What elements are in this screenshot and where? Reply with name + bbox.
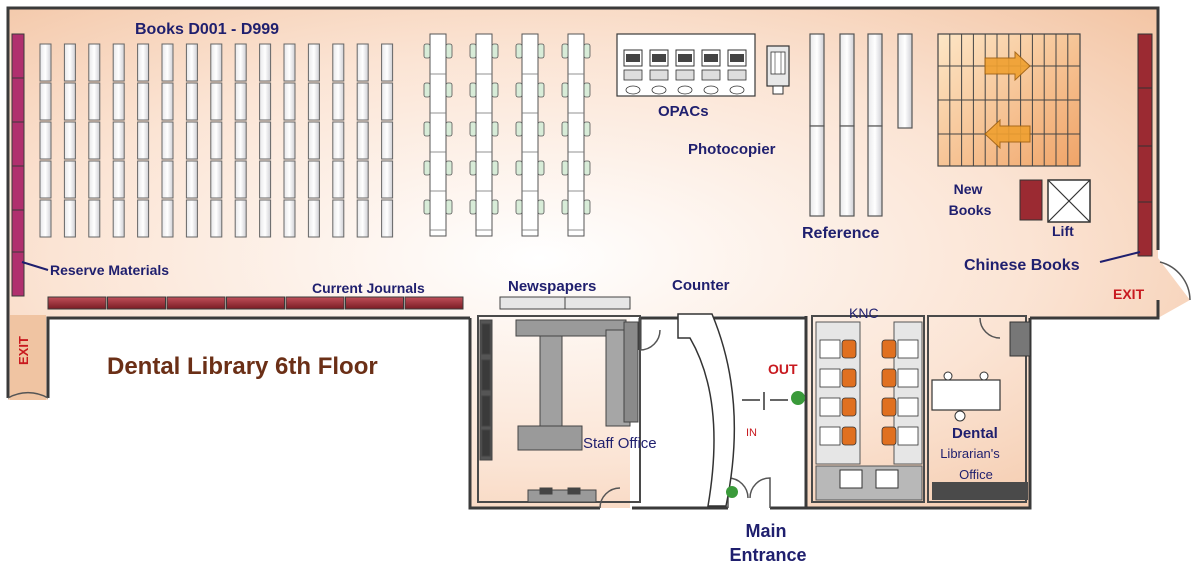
lift: [1047, 179, 1091, 223]
book-shelf-column: [63, 43, 76, 238]
study-tables: [423, 33, 591, 237]
study-table: [423, 33, 453, 237]
exit-label-left: EXIT: [16, 336, 31, 365]
chinese-books-pointer: [1099, 251, 1141, 263]
book-shelf-column: [137, 43, 150, 238]
knc-label: KNC: [849, 305, 879, 321]
reserve-label: Reserve Materials: [50, 262, 169, 278]
photocopier: [766, 45, 790, 95]
reserve-pointer: [21, 261, 49, 271]
book-shelf-column: [112, 43, 125, 238]
journal-shelf: [166, 296, 226, 310]
door-swings: [7, 261, 1191, 509]
book-shelf-column: [161, 43, 174, 238]
staff-office-furniture: [479, 319, 639, 503]
book-shelf-column: [381, 43, 394, 238]
current-journals-shelves: [47, 296, 464, 310]
new-books-label: New Books: [949, 181, 992, 218]
book-shelves: [39, 43, 394, 238]
book-shelf-column: [88, 43, 101, 238]
dental-label: Dental: [952, 425, 998, 442]
opac-terminal: [727, 49, 747, 95]
chinese-books-label: Chinese Books: [964, 257, 1080, 274]
lift-label: Lift: [1052, 223, 1074, 239]
page-title: Dental Library 6th Floor: [107, 353, 378, 380]
entry-gate: [742, 392, 788, 410]
exit-label-right: EXIT: [1113, 286, 1145, 302]
staircase: [937, 33, 1081, 167]
reference-shelves: [809, 33, 913, 217]
journal-shelf: [107, 296, 166, 310]
journal-shelf: [285, 296, 345, 310]
books-label: Books D001 - D999: [135, 21, 279, 38]
counter-label: Counter: [672, 277, 730, 294]
journal-shelf: [47, 296, 107, 310]
in-label: IN: [746, 427, 757, 439]
journal-shelf: [404, 296, 464, 310]
reserve-shelf: [11, 33, 25, 297]
study-table: [561, 33, 591, 237]
reference-label: Reference: [802, 225, 879, 242]
opac-terminal: [649, 49, 669, 95]
book-shelf-column: [332, 43, 345, 238]
journal-shelf: [226, 296, 285, 310]
librarian-office: [931, 321, 1031, 500]
opac-terminal: [623, 49, 643, 95]
photocopier-label: Photocopier: [688, 141, 776, 158]
knc-room: [815, 321, 923, 501]
study-table: [469, 33, 499, 237]
opac-terminal: [701, 49, 721, 95]
newspapers-label: Newspapers: [508, 278, 596, 295]
exit-corridor: [10, 315, 46, 400]
staff-office-label: Staff Office: [583, 435, 657, 452]
book-shelf-column: [307, 43, 320, 238]
book-shelf-column: [210, 43, 223, 238]
out-label: OUT: [768, 361, 798, 377]
main-entrance-label: Main Entrance: [729, 521, 806, 565]
book-shelf-column: [283, 43, 296, 238]
new-books-shelf: [1019, 179, 1043, 221]
book-shelf-column: [185, 43, 198, 238]
book-shelf-column: [39, 43, 52, 238]
book-shelf-column: [234, 43, 247, 238]
study-table: [515, 33, 545, 237]
service-counter: [677, 313, 736, 507]
current-journals-label: Current Journals: [312, 280, 425, 296]
chinese-books-shelf: [1137, 33, 1153, 257]
librarians-office-label: Librarian's Office: [940, 446, 1000, 482]
plant-icon: [726, 391, 805, 498]
opacs-label: OPACs: [658, 103, 709, 120]
book-shelf-column: [356, 43, 369, 238]
book-shelf-column: [259, 43, 272, 238]
opac-terminals: [616, 33, 756, 97]
opac-terminal: [675, 49, 695, 95]
journal-shelf: [345, 296, 404, 310]
